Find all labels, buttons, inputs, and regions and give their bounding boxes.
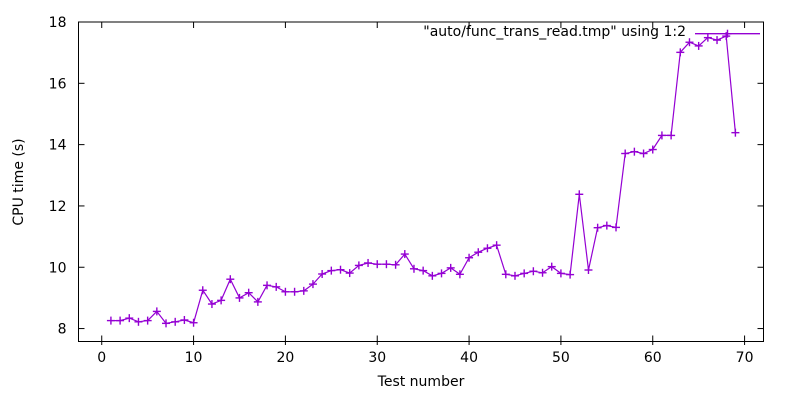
y-axis-label: CPU time (s) bbox=[11, 138, 27, 226]
x-tick-label: 60 bbox=[644, 350, 662, 366]
y-tick-label: 16 bbox=[49, 76, 67, 92]
legend-label: "auto/func_trans_read.tmp" using 1:2 bbox=[423, 24, 686, 40]
x-tick-label: 10 bbox=[185, 350, 203, 366]
y-tick-label: 12 bbox=[49, 199, 67, 215]
x-tick-label: 50 bbox=[552, 350, 570, 366]
x-axis-label: Test number bbox=[377, 374, 465, 390]
x-tick-label: 30 bbox=[368, 350, 386, 366]
y-tick-label: 10 bbox=[49, 260, 67, 276]
x-tick-label: 70 bbox=[736, 350, 754, 366]
data-series-line bbox=[110, 35, 736, 325]
y-tick-label: 14 bbox=[49, 138, 67, 154]
y-tick-label: 8 bbox=[58, 322, 67, 338]
x-tick-label: 20 bbox=[276, 350, 294, 366]
plot-border bbox=[78, 21, 764, 342]
y-tick-label: 18 bbox=[49, 15, 67, 31]
x-tick-label: 40 bbox=[460, 350, 478, 366]
x-tick-label: 0 bbox=[97, 350, 106, 366]
